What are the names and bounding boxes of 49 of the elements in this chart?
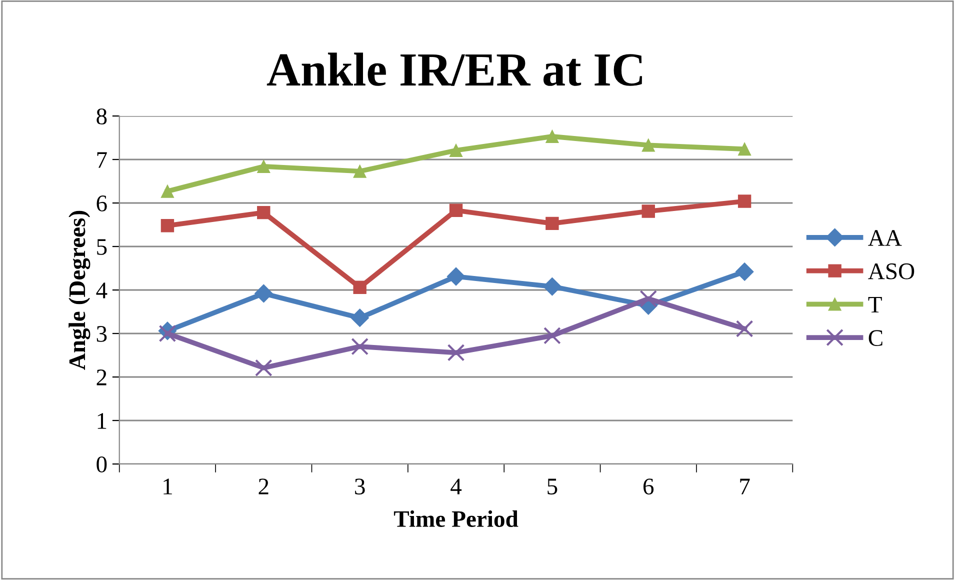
point [254,359,272,377]
x-tick-label: 3 [355,478,365,495]
point [738,194,752,208]
point [735,262,754,281]
x-tick-label: 5 [548,478,558,495]
point [449,144,463,157]
x-axis-title: Time Period [394,510,518,528]
x-tick-label: 1 [164,478,172,494]
x-tick-label: 4 [450,478,462,494]
point [350,308,370,328]
point [351,338,369,356]
point [257,206,270,220]
point [642,204,655,218]
point [254,284,273,303]
point [160,184,174,198]
point [640,290,658,308]
legend-label: C [868,330,882,346]
point [543,277,562,296]
y-tick-label: 6 [96,196,107,212]
point [353,280,366,294]
point [642,138,655,152]
point [449,204,463,217]
point [158,324,176,342]
x-tick-label: 2 [258,478,268,494]
y-tick-label: 0 [96,456,107,472]
point [160,219,174,232]
point [447,344,465,362]
y-tick-label: 4 [96,282,108,298]
y-axis-title: Angle (Degrees) [68,210,90,370]
point [546,130,559,144]
y-tick-label: 8 [96,108,107,124]
chart-title: Ankle IR/ER at IC [266,52,642,86]
y-tick-label: 2 [96,370,106,386]
legend-label: T [868,296,882,312]
point [738,142,752,156]
y-tick-label: 1 [98,413,106,429]
x-tick-label: 7 [740,478,750,494]
point [546,216,559,230]
legend-label: AA [868,230,902,246]
point [446,267,466,286]
y-tick-label: 7 [97,152,107,168]
y-tick-label: 3 [96,326,107,342]
x-tick-label: 6 [643,478,654,495]
point [544,326,561,344]
y-tick-label: 5 [97,239,107,255]
point [257,160,270,174]
point [736,320,754,338]
legend-label: ASO [868,263,914,280]
point [353,164,366,178]
